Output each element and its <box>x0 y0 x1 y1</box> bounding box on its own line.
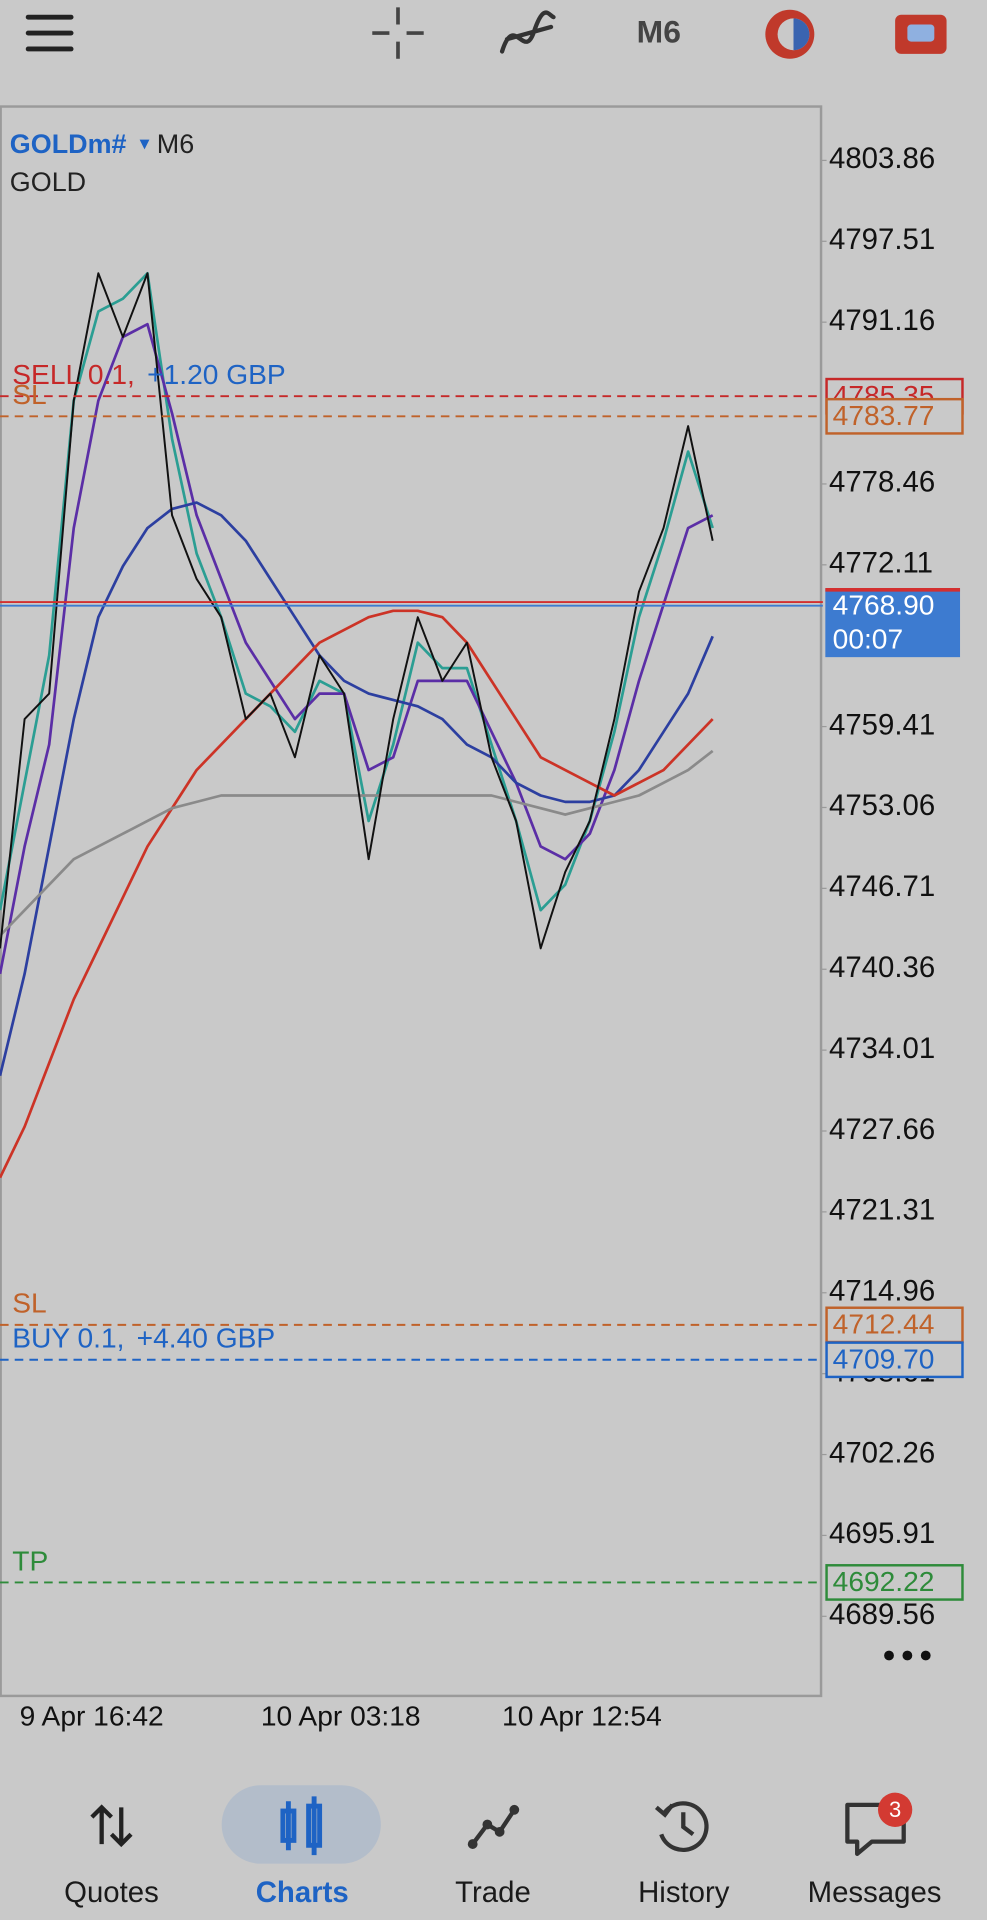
chart-timeframe: M6 <box>157 129 194 159</box>
symbol-description: GOLD <box>10 167 86 197</box>
price-label: 4778.46 <box>829 466 935 499</box>
order-label[interactable]: SL <box>12 1288 46 1319</box>
menu-button[interactable] <box>25 14 74 52</box>
order-label[interactable]: SL <box>12 379 46 410</box>
order-price-box <box>825 1564 964 1601</box>
indicators-button[interactable] <box>499 10 556 54</box>
messages-badge: 3 <box>889 1797 901 1822</box>
order-profit: +1.20 GBP <box>147 359 286 390</box>
price-label: 4753.06 <box>829 789 935 822</box>
price-label: 4803.86 <box>829 142 935 175</box>
order-price: 4712.44 <box>833 1309 935 1340</box>
trade-icon <box>467 1804 520 1849</box>
order-label[interactable]: BUY 0.1, <box>12 1323 124 1354</box>
bid-box <box>825 588 961 658</box>
time-label: 10 Apr 03:18 <box>261 1700 421 1731</box>
nav-label[interactable]: Charts <box>256 1876 349 1909</box>
symbol-dropdown[interactable] <box>139 139 150 150</box>
price-label: 4727.66 <box>829 1113 935 1146</box>
price-label: 4721.31 <box>829 1194 935 1227</box>
more-button[interactable] <box>884 1650 931 1661</box>
order-price: 4709.70 <box>833 1343 935 1374</box>
price-label: 4791.16 <box>829 304 935 337</box>
windows-button[interactable] <box>895 14 947 54</box>
bid-price: 4768.90 <box>833 589 935 620</box>
order-profit: +4.40 GBP <box>137 1323 276 1354</box>
order-label[interactable]: SELL 0.1, <box>12 359 135 390</box>
price-label: 4746.71 <box>829 870 935 903</box>
price-label: 4695.91 <box>829 1517 935 1550</box>
bid-timer: 00:07 <box>833 624 903 655</box>
charts-icon <box>280 1796 323 1856</box>
order-price: 4783.77 <box>833 400 935 431</box>
price-label: 4759.41 <box>829 708 935 741</box>
price-label: 4702.26 <box>829 1436 935 1469</box>
order-price-box <box>825 397 964 435</box>
price-line <box>0 272 714 950</box>
nav-label[interactable]: History <box>638 1876 730 1909</box>
symbol[interactable]: GOLDm# <box>10 129 127 159</box>
nav-label[interactable]: Trade <box>455 1876 531 1909</box>
moving-average <box>0 322 714 975</box>
order-label[interactable]: TP <box>12 1545 48 1576</box>
order-price-box <box>825 1341 964 1379</box>
price-label: 4689.56 <box>829 1598 935 1631</box>
nav-label[interactable]: Quotes <box>64 1876 159 1909</box>
price-label: 4797.51 <box>829 223 935 256</box>
history-icon <box>654 1801 709 1853</box>
active-tab-pill <box>221 1785 381 1864</box>
bottom-nav: Quotes Charts Trade History Messages <box>64 1876 941 1909</box>
price-label: 4772.11 <box>829 547 933 580</box>
order-price: 4692.22 <box>833 1566 935 1597</box>
trade-button[interactable] <box>765 9 815 59</box>
price-label: 4740.36 <box>829 951 935 984</box>
messages-icon <box>845 1792 913 1857</box>
nav-label[interactable]: Messages <box>808 1876 942 1909</box>
time-label: 10 Apr 12:54 <box>502 1700 662 1731</box>
order-price-box <box>825 1306 964 1344</box>
crosshair-button[interactable] <box>372 7 424 59</box>
time-label: 9 Apr 16:42 <box>20 1700 164 1731</box>
moving-average <box>0 609 714 1179</box>
price-label: 4714.96 <box>829 1275 935 1308</box>
quotes-icon <box>90 1804 133 1848</box>
timeframe-button[interactable]: M6 <box>637 14 681 50</box>
price-label: 4734.01 <box>829 1032 935 1065</box>
plot <box>0 159 827 1617</box>
